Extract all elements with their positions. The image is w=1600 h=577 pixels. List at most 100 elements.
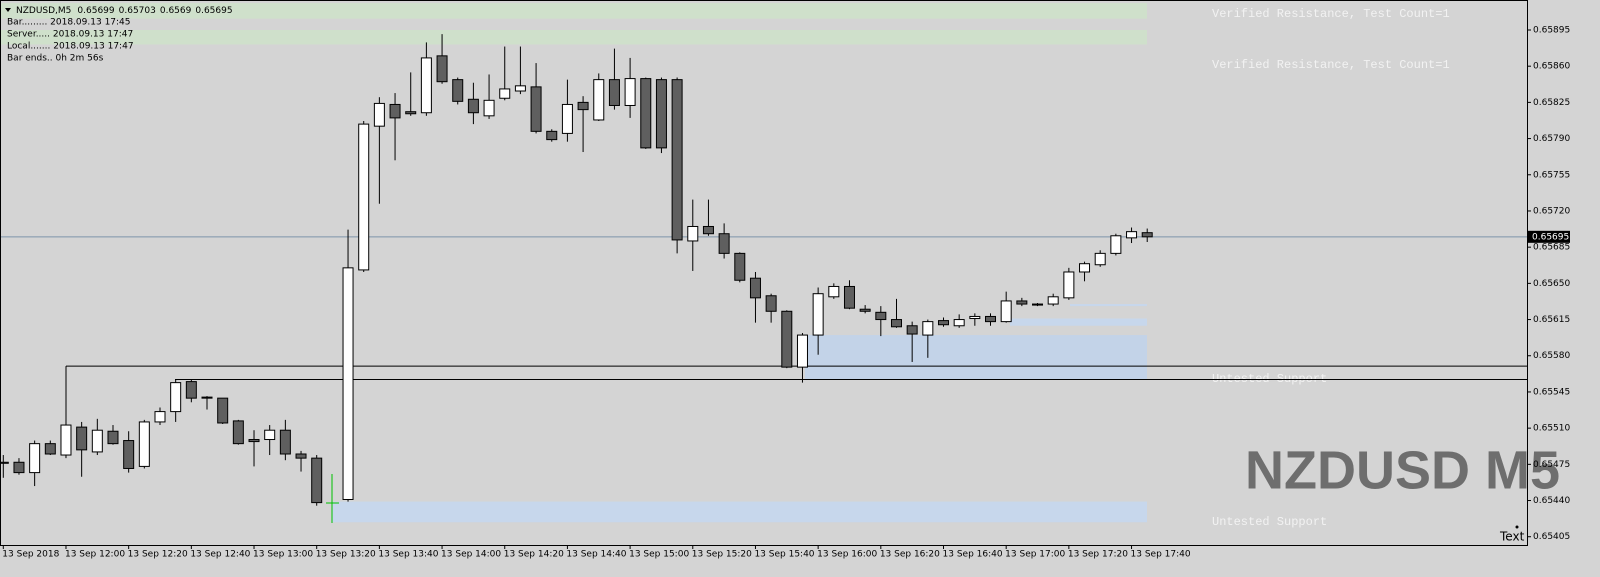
candle-body: [499, 88, 511, 99]
candle-body: [91, 429, 103, 453]
candle-body: [44, 443, 56, 455]
y-tick-label: 0.65825: [1533, 98, 1570, 108]
x-tick-label: 13 Sep 14:40: [566, 550, 626, 560]
candle-body: [1079, 263, 1091, 273]
candle-body: [608, 79, 620, 106]
candle-body: [859, 308, 871, 312]
y-tick-label: 0.65790: [1533, 134, 1570, 144]
candle-body: [718, 233, 730, 254]
candle-body: [1141, 232, 1153, 238]
plot: [0, 34, 1527, 506]
x-tick-label: 13 Sep 17:00: [1005, 550, 1065, 560]
x-tick-label: 13 Sep 16:00: [817, 550, 877, 560]
candle-body: [467, 98, 479, 114]
candle-body: [107, 430, 119, 445]
x-tick-label: 13 Sep 14:00: [441, 550, 501, 560]
x-tick-label: 13 Sep 12:00: [65, 550, 125, 560]
candle-body: [796, 334, 808, 368]
candle-body: [985, 315, 997, 323]
open: 0.65699: [77, 6, 114, 16]
candle-body: [922, 321, 934, 336]
symbol: NZDUSD,M5: [16, 6, 71, 16]
candle-body: [906, 325, 918, 335]
info-line: Server..... 2018.09.13 17:47: [7, 30, 133, 40]
corner-text: Text: [1499, 530, 1525, 544]
close: 0.65695: [195, 6, 232, 16]
candle-body: [60, 424, 72, 456]
candle-body: [311, 457, 323, 504]
candle-body: [561, 103, 573, 134]
x-tick-label: 13 Sep 17:20: [1068, 550, 1128, 560]
candle-body: [687, 225, 699, 242]
candle-body: [0, 461, 9, 464]
candle-body: [452, 79, 464, 102]
x-tick-label: 13 Sep 16:40: [943, 550, 1003, 560]
candle-body: [405, 111, 417, 115]
info-line: Bar......... 2018.09.13 17:45: [7, 18, 131, 28]
candle-body: [389, 103, 401, 119]
y-tick-label: 0.65580: [1533, 351, 1570, 361]
candle-body: [248, 439, 260, 443]
candle-body: [1032, 303, 1044, 306]
candle-body: [781, 310, 793, 368]
candle-body: [1047, 296, 1059, 305]
y-tick-label: 0.65685: [1533, 243, 1570, 253]
candle-body: [295, 453, 307, 459]
y-tick-label: 0.65475: [1533, 460, 1570, 470]
candle-body: [123, 440, 135, 469]
low: 0.6569: [160, 6, 192, 16]
zone: [1070, 304, 1147, 307]
candle-body: [702, 225, 714, 235]
y-tick-label: 0.65860: [1533, 62, 1570, 72]
high: 0.65703: [119, 6, 156, 16]
info-line: Bar ends.. 0h 2m 56s: [7, 54, 104, 64]
candle-body: [217, 397, 229, 424]
zone: [332, 501, 1147, 523]
frame: [0, 0, 1528, 546]
y-tick-label: 0.65650: [1533, 279, 1570, 289]
candle-body: [546, 130, 558, 141]
x-tick-label: 13 Sep 13:40: [378, 550, 438, 560]
info-line: Local....... 2018.09.13 17:47: [7, 42, 134, 52]
x-tick-label: 13 Sep 12:20: [128, 550, 188, 560]
zone-label: Untested Support: [1212, 515, 1327, 529]
candle-body: [279, 429, 291, 455]
x-tick-label: 13 Sep 15:00: [629, 550, 689, 560]
zone-label: Verified Resistance, Test Count=1: [1212, 58, 1450, 72]
candle-body: [13, 461, 25, 474]
candle-body: [624, 78, 636, 106]
candle-body: [342, 267, 354, 500]
candle-body: [875, 311, 887, 321]
price-box: [1528, 230, 1570, 243]
candle-body: [358, 123, 370, 271]
candle-body: [843, 285, 855, 309]
x-tick-label: 13 Sep 13:20: [316, 550, 376, 560]
candle-body: [1110, 235, 1122, 254]
candle-body: [373, 102, 385, 127]
header: NZDUSD,M5 0.65699 0.65703 0.6569 0.65695: [16, 6, 233, 16]
candle-body: [890, 319, 902, 328]
header-marker: [5, 8, 11, 12]
candle-body: [640, 78, 652, 149]
zone: [0, 29, 1147, 45]
x-tick-label: 13 Sep 2018: [2, 550, 59, 560]
y-tick-label: 0.65615: [1533, 315, 1570, 325]
x-tick-label: 13 Sep 15:40: [754, 550, 814, 560]
y-tick-label: 0.65545: [1533, 387, 1570, 397]
x-tick-label: 13 Sep 15:20: [692, 550, 752, 560]
watermark: NZDUSD M5: [1245, 440, 1560, 500]
zone: [0, 3, 1147, 19]
x-tick-label: 13 Sep 14:20: [504, 550, 564, 560]
candle-body: [1016, 300, 1028, 305]
x-tick-label: 13 Sep 12:40: [190, 550, 250, 560]
candle-body: [734, 252, 746, 281]
candle-body: [170, 382, 182, 413]
zone: [805, 335, 1147, 380]
text-anchor-dot: [1515, 525, 1519, 529]
candle-body: [671, 79, 683, 241]
candle-body: [1126, 231, 1138, 239]
candle-body: [154, 411, 166, 423]
candle-body: [201, 396, 213, 399]
